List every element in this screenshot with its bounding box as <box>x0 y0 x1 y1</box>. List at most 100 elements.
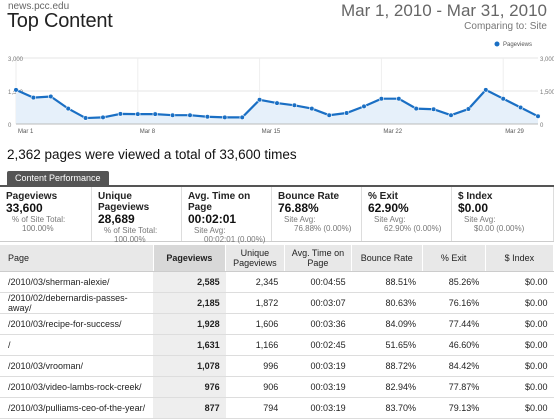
table-cell: 1,166 <box>225 334 285 356</box>
metric-label: Bounce Rate <box>278 191 340 202</box>
table-cell: 51.65% <box>351 334 423 356</box>
x-tick-label: Mar 8 <box>140 129 156 135</box>
table-cell: 976 <box>153 376 226 398</box>
table-cell: 00:03:07 <box>284 292 352 314</box>
data-point <box>187 112 193 118</box>
table-row: /2010/03/sherman-alexie/2,585 2,345 00:04:… <box>0 271 554 293</box>
data-point <box>30 94 37 101</box>
pageviews-chart-svg: 3,000 3,000 1,500 1,500 0 0 Mar 1 Mar 8 Mar 15 Ma… <box>8 41 554 135</box>
metric-sub-label: % of Site Total: <box>104 226 158 235</box>
metric-sub-label: Site Avg: <box>374 215 406 224</box>
table-cell: 00:03:19 <box>284 397 352 419</box>
table-cell: 84.09% <box>351 313 423 335</box>
column-header-bounce-rate[interactable]: Bounce Rate <box>351 245 423 272</box>
page-link[interactable]: /2010/03/video-lambs-rock-creek/ <box>0 376 154 398</box>
data-point <box>378 96 385 102</box>
data-point <box>117 111 123 117</box>
date-range[interactable]: Mar 1, 2010 - Mar 31, 2010 <box>340 1 547 20</box>
metric-sub-label: Site Avg: <box>464 215 496 224</box>
metric-sub-value: 100.00% <box>22 224 54 233</box>
table-row: /2010/03/video-lambs-rock-creek/976 906 00… <box>0 376 554 398</box>
column-header-unique-pageviews[interactable]: Unique Pageviews <box>225 245 285 272</box>
metric-value: 00:02:01 <box>188 212 237 226</box>
data-point <box>413 105 419 112</box>
table-cell: 77.87% <box>422 376 486 398</box>
data-point <box>291 102 298 108</box>
table-body: /2010/03/sherman-alexie/2,585 2,345 00:04:… <box>0 271 554 419</box>
data-point <box>170 112 176 118</box>
y-tick-label-left: 3,000 <box>8 57 24 63</box>
page-link[interactable]: /2010/02/debernardis-passes-away/ <box>0 292 154 314</box>
table-cell: 84.42% <box>422 355 486 377</box>
table-cell: 80.63% <box>351 292 423 314</box>
data-point <box>222 114 228 120</box>
metric-avg-time-on-page: Avg. Time on Page 00:02:01 Site Avg: 00:02:… <box>182 187 272 244</box>
table-cell: 1,928 <box>153 313 226 335</box>
metric-sub-value: 100.00% <box>114 235 146 244</box>
table-cell: 00:03:19 <box>284 376 352 398</box>
y-tick-label-left: 1,500 <box>8 90 24 96</box>
table-cell: $0.00 <box>485 271 554 293</box>
page-link[interactable]: /2010/03/vrooman/ <box>0 355 154 377</box>
legend-label: Pageviews <box>503 42 532 48</box>
data-point <box>448 112 454 118</box>
table-cell: 906 <box>225 376 285 398</box>
data-point <box>100 114 106 120</box>
table-cell: $0.00 <box>485 292 554 314</box>
page-link[interactable]: /2010/03/pulliams-ceo-of-the-year/ <box>0 397 154 419</box>
data-point <box>48 93 54 100</box>
metric-value: 33,600 <box>6 201 43 215</box>
table-row: /2010/03/pulliams-ceo-of-the-year/877 794… <box>0 397 554 419</box>
y-tick-label-left: 0 <box>8 123 12 129</box>
data-point <box>274 100 280 106</box>
page-title: Top Content <box>7 10 113 32</box>
table-cell: 76.16% <box>422 292 486 314</box>
column-header-index[interactable]: $ Index <box>485 245 554 272</box>
page-link[interactable]: /2010/03/recipe-for-success/ <box>0 313 154 335</box>
table-cell: 79.13% <box>422 397 486 419</box>
table-cell: 2,185 <box>153 292 226 314</box>
tab-content-performance[interactable]: Content Performance <box>7 171 109 185</box>
table-cell: 1,606 <box>225 313 285 335</box>
column-header-exit[interactable]: % Exit <box>422 245 486 272</box>
tab-divider <box>0 185 554 187</box>
metric-sub-label: Site Avg: <box>284 215 316 224</box>
table-cell: 88.51% <box>351 271 423 293</box>
data-point <box>361 103 367 109</box>
y-tick-label-right: 0 <box>540 123 544 129</box>
table-cell: 794 <box>225 397 285 419</box>
table-cell: $0.00 <box>485 355 554 377</box>
page-link[interactable]: /2010/03/sherman-alexie/ <box>0 271 154 293</box>
table-row: /2010/03/vrooman/1,078 996 00:03:19 88.72% 8… <box>0 355 554 377</box>
table-row: /1,631 1,166 00:02:45 51.65% 46.60% $0.00 <box>0 334 554 356</box>
data-point <box>465 106 472 112</box>
metric-sub-value: 00:02:01 (0.00%) <box>204 235 266 244</box>
metric-value: 76.88% <box>278 201 319 215</box>
comparing-label: Comparing to: Site <box>464 21 547 32</box>
data-point <box>135 111 141 117</box>
metric-bounce-rate: Bounce Rate 76.88% Site Avg: 76.88% (0.00%) <box>272 187 362 241</box>
table-cell: 77.44% <box>422 313 486 335</box>
data-point <box>13 87 19 93</box>
table-cell: 82.94% <box>351 376 423 398</box>
table-cell: 996 <box>225 355 285 377</box>
x-tick-label: Mar 22 <box>383 129 402 135</box>
series-area <box>16 89 538 124</box>
column-header-pageviews[interactable]: Pageviews <box>153 245 227 272</box>
data-point <box>239 114 245 120</box>
metric-sub-label: Site Avg: <box>194 226 226 235</box>
page-link[interactable]: / <box>0 334 154 356</box>
data-point <box>500 96 506 102</box>
table-cell: $0.00 <box>485 397 554 419</box>
data-point <box>517 104 524 111</box>
column-header-avg-time-on-page[interactable]: Avg. Time on Page <box>284 245 353 272</box>
x-tick-label: Mar 29 <box>505 129 524 135</box>
table-row: /2010/02/debernardis-passes-away/2,185 1,… <box>0 292 554 314</box>
column-header-page[interactable]: Page <box>0 245 154 272</box>
data-point <box>152 111 158 117</box>
table-cell: 83.70% <box>351 397 423 419</box>
report-header: news.pcc.edu Top Content Mar 1, 2010 - M… <box>0 0 554 36</box>
site-name: news.pcc.edu <box>8 1 70 12</box>
metric-label: % Exit <box>368 191 399 202</box>
data-point <box>344 110 350 116</box>
